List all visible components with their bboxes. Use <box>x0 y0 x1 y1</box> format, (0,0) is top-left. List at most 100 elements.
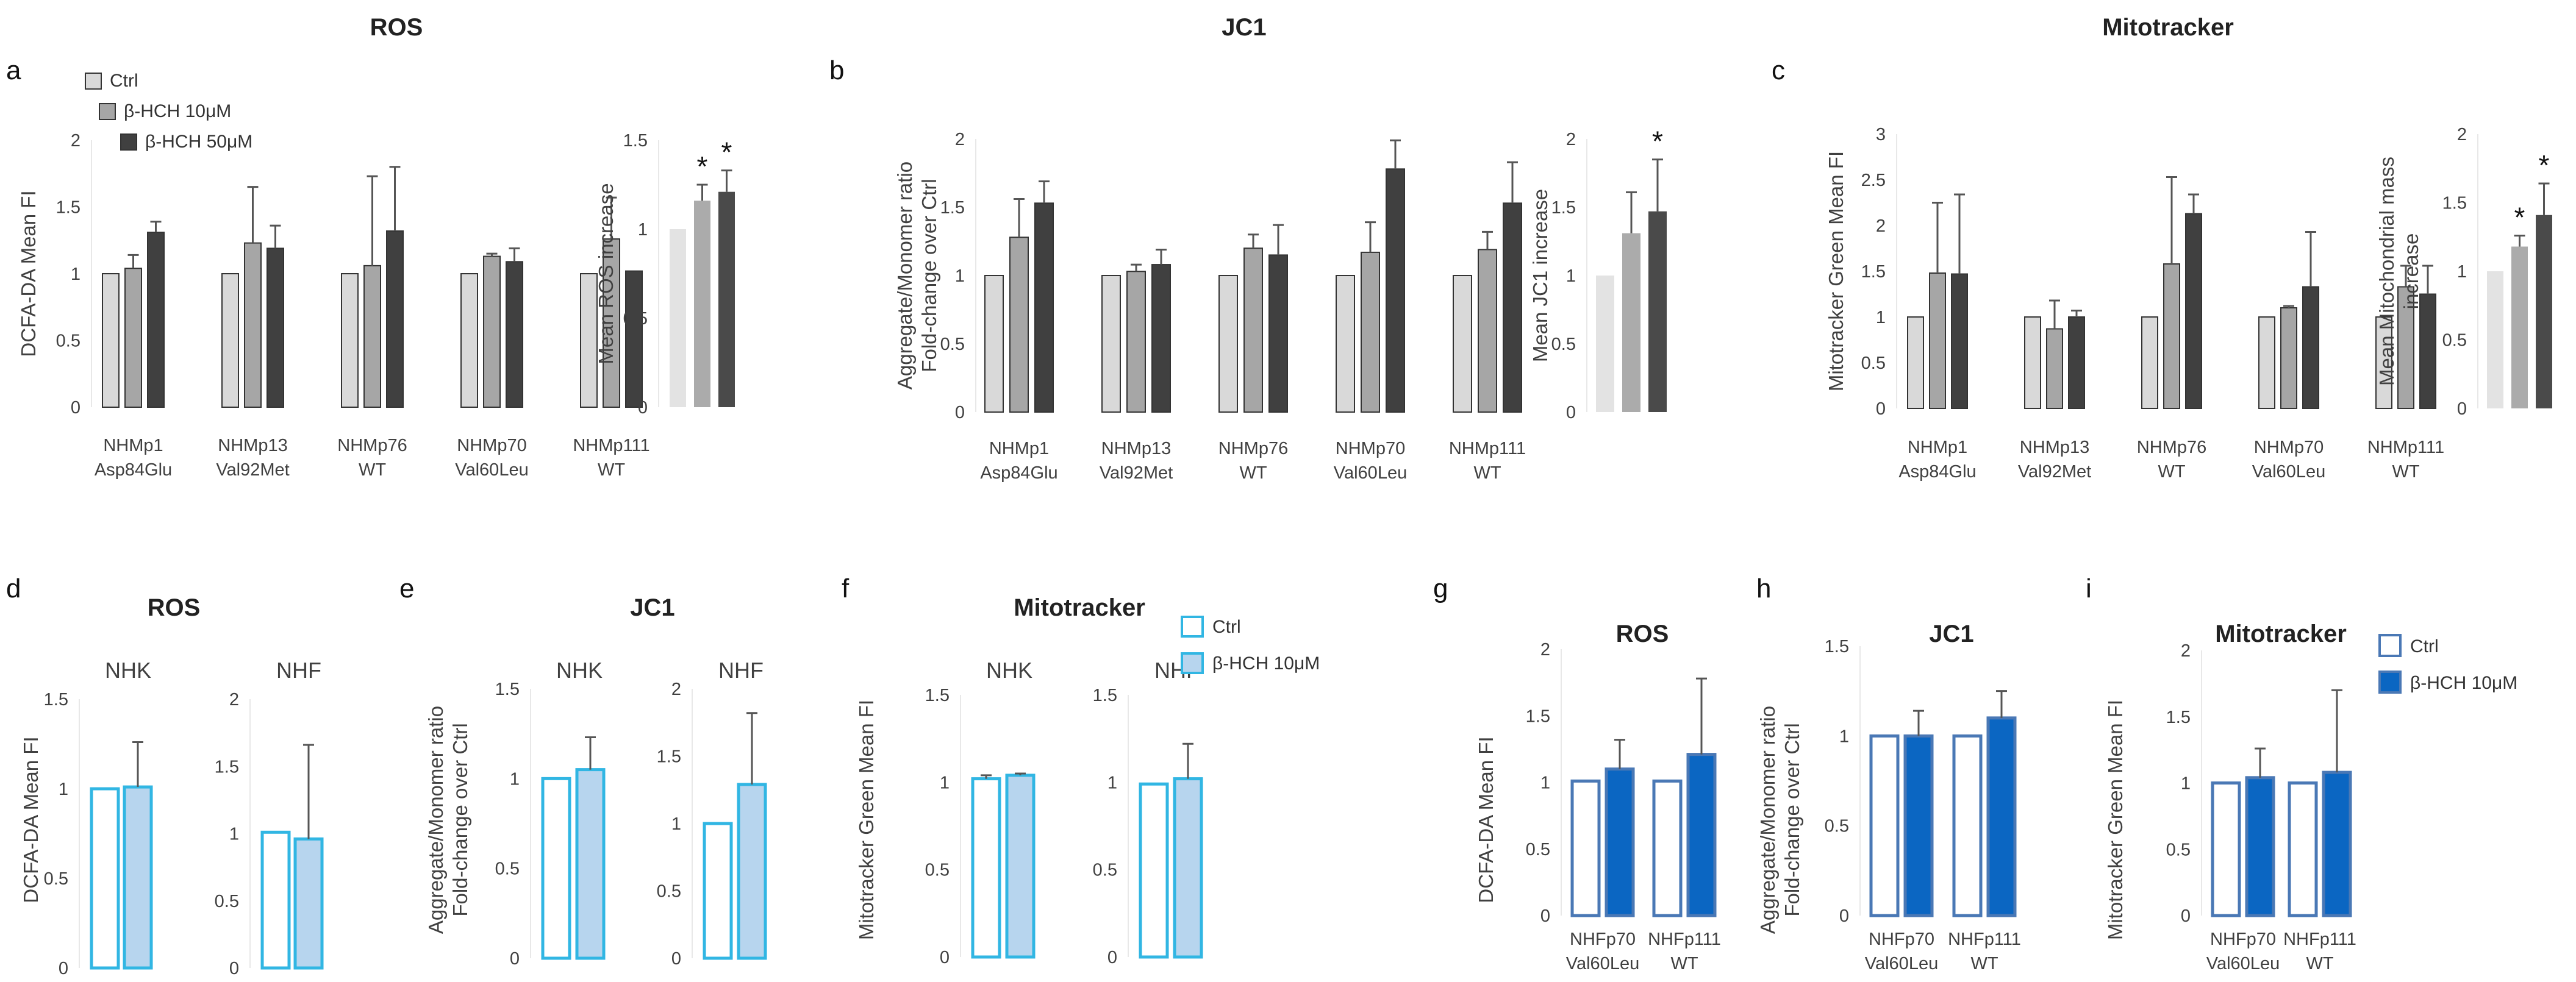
panel-h-y-label: Fold-change over Ctrl <box>1781 723 1803 916</box>
c-x-category: WT <box>2392 462 2419 482</box>
b-x-category: NHMp13 <box>1101 439 1171 458</box>
b-y-tick: 0 <box>955 403 965 422</box>
a-mean-significance-star: * <box>721 137 732 168</box>
f-legend-label-0: Ctrl <box>1212 617 1241 637</box>
c-bar-2 <box>2419 293 2436 409</box>
panel-e-y-label: Fold-change over Ctrl <box>449 723 471 916</box>
f-sub0-y-tick: 1 <box>940 773 950 792</box>
legend-label-2: β-HCH 50μM <box>145 132 252 152</box>
g-y-tick: 0.5 <box>1526 840 1550 859</box>
panel-i-y-label: Mitotracker Green Mean FI <box>2104 700 2127 940</box>
g-y-tick: 2 <box>1540 640 1550 660</box>
panel-d-subtitle: NHK <box>105 658 151 683</box>
c-mean-y-tick: 1 <box>2457 262 2467 282</box>
a-mean-bar <box>694 201 710 407</box>
panel-letter: e <box>399 574 414 603</box>
panel-f-subtitle: NHK <box>986 658 1032 683</box>
c-mean-bar <box>2511 246 2528 408</box>
panel-c-y-label: Mitotracker Green Mean FI <box>1825 151 1847 391</box>
legend-swatch-0 <box>85 73 102 90</box>
b-bar-1 <box>1361 251 1380 413</box>
e-sub1-y-tick: 1 <box>671 814 681 834</box>
panel-e-subtitle: NHK <box>556 658 603 683</box>
f-sub0-y-tick: 0.5 <box>925 861 950 880</box>
a-bar-2 <box>386 230 404 408</box>
h-bar-0 <box>1952 734 1983 917</box>
panel-e-y-label: Aggregate/Monomer ratio <box>424 706 447 934</box>
a-bar-1 <box>483 255 501 408</box>
c-y-tick: 3 <box>1876 125 1886 144</box>
f-bar-1 <box>1005 774 1036 959</box>
a-mean-bar <box>718 191 735 407</box>
g-x-category: NHFp111 <box>1648 930 1721 949</box>
d-sub0-y-tick: 0.5 <box>44 869 68 889</box>
b-x-category: NHMp76 <box>1218 439 1288 458</box>
f-bar-0 <box>971 777 1001 959</box>
legend-swatch-2 <box>120 133 137 151</box>
b-x-category: NHMp70 <box>1336 439 1405 458</box>
c-y-tick: 1.5 <box>1861 262 1886 282</box>
f-legend-swatch-1 <box>1181 652 1204 674</box>
b-bar-0 <box>1336 275 1355 413</box>
i-legend-swatch-1 <box>2378 671 2402 694</box>
f-legend-label-1: β-HCH 10μM <box>1212 653 1320 674</box>
panel-f-y-label: Mitotracker Green Mean FI <box>855 700 878 940</box>
c-y-tick: 0.5 <box>1861 354 1886 373</box>
h-x-category: Val60Leu <box>1865 954 1938 973</box>
a-mean-y-tick: 0.5 <box>623 309 648 329</box>
c-mean-y-tick: 2 <box>2457 125 2467 144</box>
i-legend-label-1: β-HCH 10μM <box>2410 673 2517 693</box>
c-bar-0 <box>2375 316 2392 409</box>
g-bar-0 <box>1570 779 1601 917</box>
b-bar-2 <box>1386 168 1405 413</box>
i-y-tick: 1 <box>2181 774 2191 794</box>
c-mean-significance-star: * <box>2539 149 2550 181</box>
c-x-category: Asp84Glu <box>1898 462 1976 482</box>
a-bar-1 <box>124 268 142 408</box>
b-bar-2 <box>1268 254 1288 413</box>
e-sub1-y-tick: 0.5 <box>657 882 681 902</box>
g-bar-1 <box>1686 753 1717 917</box>
panel-letter: c <box>1772 55 1785 85</box>
a-x-category: Val60Leu <box>455 460 528 480</box>
f-legend-swatch-0 <box>1181 616 1204 638</box>
g-y-tick: 1 <box>1540 774 1550 793</box>
panel-e-subtitle: NHF <box>718 658 764 683</box>
a-bar-1 <box>603 238 620 408</box>
panel-g-title: ROS <box>1616 621 1669 647</box>
b-x-category: Asp84Glu <box>980 463 1057 483</box>
a-x-category: NHMp76 <box>337 436 407 455</box>
e-sub0-y-tick: 1 <box>510 769 520 789</box>
b-bar-0 <box>1218 275 1238 413</box>
panel-c-mean-y-label: increase <box>2400 233 2422 310</box>
d-sub1-y-tick: 1 <box>229 825 239 844</box>
i-legend-swatch-0 <box>2378 634 2402 657</box>
b-mean-y-tick: 0.5 <box>1551 335 1576 354</box>
panel-b-mean-y-label: Mean JC1 increase <box>1529 189 1551 362</box>
a-y-tick: 0 <box>71 398 80 418</box>
e-sub1-y-tick: 1.5 <box>657 747 681 767</box>
b-y-tick: 1 <box>955 266 965 286</box>
panel-d-y-label: DCFA-DA Mean FI <box>20 736 42 903</box>
h-bar-1 <box>1903 734 1934 917</box>
e-bar-1 <box>737 783 767 960</box>
c-bar-0 <box>2024 316 2041 409</box>
b-bar-1 <box>1009 237 1029 413</box>
panel-letter: d <box>6 574 21 603</box>
d-sub1-y-tick: 0 <box>229 959 239 978</box>
f-sub0-y-tick: 0 <box>940 948 950 967</box>
c-bar-2 <box>2068 316 2085 409</box>
a-bar-1 <box>244 242 262 408</box>
a-x-category: Val92Met <box>216 460 289 480</box>
a-x-category: NHMp13 <box>218 436 287 455</box>
h-bar-0 <box>1869 734 1900 917</box>
c-mean-bar <box>2487 271 2503 408</box>
d-bar-1 <box>123 785 153 970</box>
i-bar-0 <box>2288 781 2318 917</box>
h-y-tick: 0.5 <box>1825 817 1849 836</box>
b-bar-1 <box>1478 249 1497 413</box>
c-bar-1 <box>2163 263 2180 409</box>
h-y-tick: 1.5 <box>1825 637 1849 656</box>
i-y-tick: 1.5 <box>2166 708 2191 727</box>
e-bar-0 <box>541 777 571 960</box>
